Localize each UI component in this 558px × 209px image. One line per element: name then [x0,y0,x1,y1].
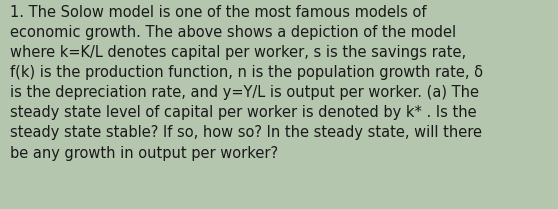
Text: 1. The Solow model is one of the most famous models of
economic growth. The abov: 1. The Solow model is one of the most fa… [10,5,483,161]
